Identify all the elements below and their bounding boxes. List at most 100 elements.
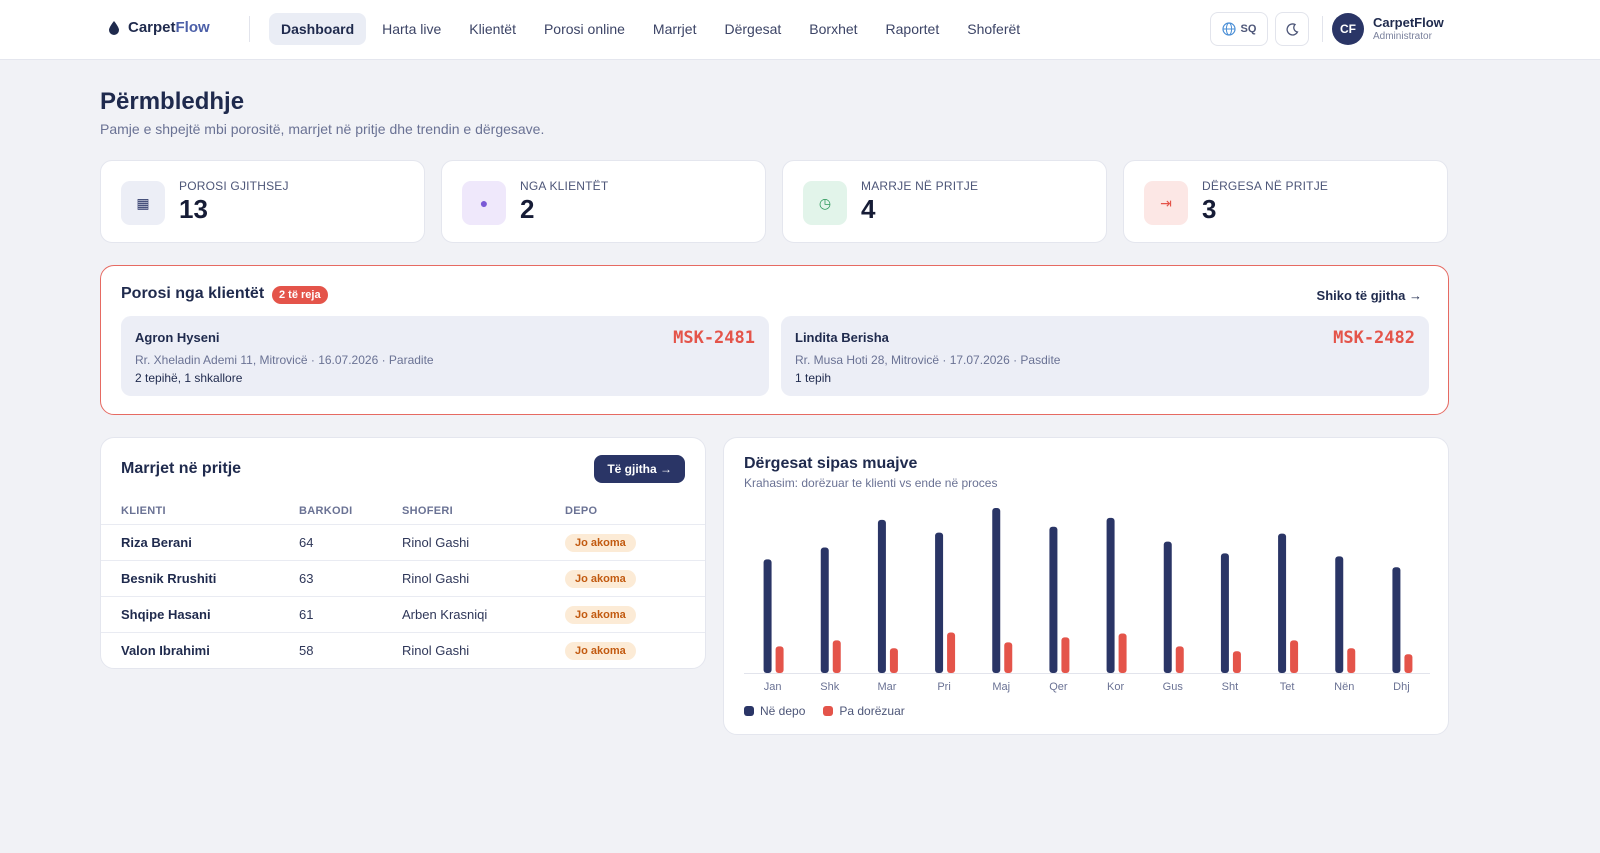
- nav-item-harta-live[interactable]: Harta live: [382, 21, 442, 37]
- cell-barcode: 64: [299, 535, 314, 550]
- bar-in-depot-shk[interactable]: [820, 547, 829, 673]
- main-nav: Dashboard Harta live Klientët Porosi online…: [269, 13, 1036, 45]
- nav-item-klientët[interactable]: Klientët: [469, 21, 516, 37]
- bar-in-depot-jan[interactable]: [763, 559, 772, 673]
- order-card[interactable]: Lindita Berisha MSK-2482 Rr. Musa Hoti 2…: [781, 316, 1429, 396]
- stat-label: DËRGESA NË PRITJE: [1202, 179, 1329, 193]
- table-row[interactable]: Besnik Rrushiti 63 Rinol Gashi Jo akoma: [101, 560, 705, 596]
- top-navbar: CarpetFlow Dashboard Harta live Klientët Po…: [0, 0, 1600, 60]
- cell-client: Valon Ibrahimi: [121, 643, 210, 658]
- stat-card-total-orders: ▦ POROSI GJITHSEJ 13: [100, 160, 425, 243]
- bar-in-depot-tet[interactable]: [1278, 533, 1287, 673]
- column-header-client: KLIENTI: [121, 505, 166, 517]
- stat-value: 13: [179, 194, 208, 224]
- x-tick-label: Jan: [764, 681, 782, 693]
- order-address: Rr. Musa Hoti 28, Mitrovicë · 17.07.2026…: [795, 353, 1061, 367]
- x-tick-label: Tet: [1280, 681, 1295, 693]
- bar-undelivered-pri[interactable]: [947, 632, 956, 673]
- bar-undelivered-tet[interactable]: [1290, 640, 1299, 673]
- x-tick-label: Sht: [1222, 681, 1239, 693]
- avatar[interactable]: CF: [1332, 13, 1364, 45]
- chart-legend: Në depo Pa dorëzuar: [744, 704, 905, 718]
- x-tick-label: Qer: [1049, 681, 1068, 693]
- status-badge: Jo akoma: [565, 570, 636, 588]
- x-tick-label: Nën: [1334, 681, 1354, 693]
- bar-in-depot-dhj[interactable]: [1392, 567, 1401, 673]
- status-badge: Jo akoma: [565, 606, 636, 624]
- bar-in-depot-mar[interactable]: [877, 519, 886, 673]
- table-header: KLIENTI BARKODI SHOFERI DEPO: [101, 501, 705, 521]
- dot-icon: ●: [462, 181, 506, 225]
- x-tick-label: Kor: [1107, 681, 1124, 693]
- view-all-button[interactable]: Të gjitha →: [594, 455, 685, 483]
- stat-label: MARRJE NË PRITJE: [861, 179, 979, 193]
- legend-label: Në depo: [760, 704, 806, 718]
- moon-icon: [1285, 22, 1298, 36]
- language-button[interactable]: SQ: [1210, 12, 1268, 46]
- bar-undelivered-mar[interactable]: [889, 648, 898, 673]
- legend-label: Pa dorëzuar: [839, 704, 905, 718]
- stat-label: NGA KLIENTËT: [520, 179, 609, 193]
- stat-label: POROSI GJITHSEJ: [179, 179, 289, 193]
- bar-undelivered-gus[interactable]: [1175, 646, 1184, 673]
- status-badge: Jo akoma: [565, 534, 636, 552]
- grid-icon: ▦: [121, 181, 165, 225]
- stat-card-from-clients: ● NGA KLIENTËT 2: [441, 160, 766, 243]
- bar-in-depot-qer[interactable]: [1049, 526, 1058, 673]
- legend-item-undelivered: Pa dorëzuar: [823, 704, 905, 718]
- cell-client: Riza Berani: [121, 535, 192, 550]
- drop-icon: [109, 20, 119, 35]
- theme-toggle-button[interactable]: [1275, 12, 1309, 46]
- nav-item-porosi-online[interactable]: Porosi online: [543, 21, 625, 37]
- table-row[interactable]: Shqipe Hasani 61 Arben Krasniqi Jo akoma: [101, 596, 705, 632]
- legend-item-in-depot: Në depo: [744, 704, 805, 718]
- nav-item-shoferët[interactable]: Shoferët: [967, 21, 1021, 37]
- table-row[interactable]: Riza Berani 64 Rinol Gashi Jo akoma: [101, 524, 705, 560]
- bar-in-depot-pri[interactable]: [935, 532, 944, 673]
- cell-barcode: 61: [299, 607, 314, 622]
- cell-client: Shqipe Hasani: [121, 607, 211, 622]
- cell-driver: Arben Krasniqi: [402, 607, 488, 622]
- new-orders-badge: 2 të reja: [272, 286, 328, 304]
- bar-undelivered-qer[interactable]: [1061, 637, 1070, 673]
- user-divider: [1322, 16, 1323, 42]
- see-all-link[interactable]: Shiko të gjitha →: [1316, 288, 1422, 303]
- nav-item-raportet[interactable]: Raportet: [885, 21, 940, 37]
- table-row[interactable]: Valon Ibrahimi 58 Rinol Gashi Jo akoma: [101, 632, 705, 668]
- legend-swatch: [744, 706, 754, 716]
- nav-item-dërgesat[interactable]: Dërgesat: [724, 21, 782, 37]
- bar-undelivered-nën[interactable]: [1347, 648, 1356, 673]
- bar-undelivered-sht[interactable]: [1232, 651, 1241, 673]
- deliveries-chart-panel: Dërgesat sipas muajve Krahasim: dorëzuar…: [723, 437, 1449, 735]
- column-header-depot: DEPO: [565, 505, 598, 517]
- bar-in-depot-nën[interactable]: [1335, 556, 1344, 673]
- bar-in-depot-kor[interactable]: [1106, 517, 1115, 673]
- stat-value: 3: [1202, 194, 1217, 224]
- bar-undelivered-shk[interactable]: [832, 640, 841, 673]
- bar-undelivered-kor[interactable]: [1118, 633, 1127, 673]
- order-items: 2 tepihë, 1 shkallore: [135, 371, 243, 385]
- bar-undelivered-jan[interactable]: [775, 646, 784, 673]
- nav-item-marrjet[interactable]: Marrjet: [652, 21, 697, 37]
- bar-in-depot-gus[interactable]: [1163, 541, 1172, 673]
- x-tick-label: Dhj: [1393, 681, 1410, 693]
- deliveries-bar-chart: Jan Shk Mar Pri Maj Qer Kor Gus Sht Tet Nën Dhj: [744, 507, 1430, 693]
- cell-barcode: 58: [299, 643, 314, 658]
- bar-undelivered-maj[interactable]: [1004, 642, 1013, 673]
- column-header-barcode: BARKODI: [299, 505, 353, 517]
- column-header-driver: SHOFERI: [402, 505, 453, 517]
- nav-item-borxhet[interactable]: Borxhet: [809, 21, 858, 37]
- globe-icon: [1221, 22, 1236, 36]
- pending-pickups-title: Marrjet në pritje: [121, 460, 242, 477]
- stat-card-pending-pickups: ◷ MARRJE NË PRITJE 4: [782, 160, 1107, 243]
- stat-value: 4: [861, 194, 876, 224]
- cell-driver: Rinol Gashi: [402, 535, 470, 550]
- bar-undelivered-dhj[interactable]: [1404, 654, 1413, 673]
- order-code: MSK-2482: [1333, 328, 1415, 348]
- legend-swatch: [823, 706, 834, 716]
- nav-item-dashboard[interactable]: Dashboard: [269, 13, 367, 45]
- brand-logo[interactable]: CarpetFlow: [108, 19, 210, 36]
- order-card[interactable]: Agron Hyseni MSK-2481 Rr. Xheladin Ademi…: [121, 316, 769, 396]
- bar-in-depot-maj[interactable]: [992, 507, 1001, 673]
- bar-in-depot-sht[interactable]: [1220, 553, 1229, 673]
